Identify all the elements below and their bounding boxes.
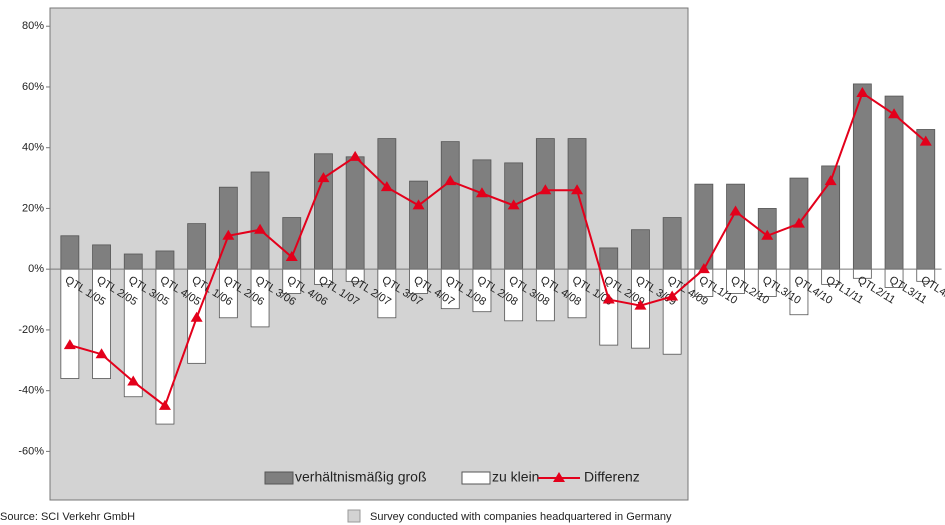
bar [345, 156, 365, 270]
marker [380, 181, 393, 192]
bar [535, 138, 555, 270]
y-tick-label: 60% [22, 81, 44, 93]
y-tick-label: 0% [28, 263, 44, 275]
line [69, 91, 927, 408]
legend-swatch [461, 471, 491, 485]
marker [444, 175, 457, 186]
shade-note: Survey conducted with companies headquar… [370, 511, 672, 523]
bar [123, 253, 143, 270]
bar [92, 244, 111, 270]
bar [218, 186, 238, 270]
marker [919, 135, 932, 146]
bar [314, 153, 333, 270]
marker [792, 217, 805, 228]
y-tick-label: 80% [22, 20, 44, 32]
marker [349, 150, 362, 161]
marker [697, 263, 710, 274]
marker [475, 187, 488, 198]
y-tick-label: 40% [22, 142, 44, 154]
bar [599, 247, 619, 270]
bar [472, 159, 492, 270]
marker [761, 229, 774, 240]
bar [662, 217, 682, 270]
marker [412, 199, 425, 210]
marker [317, 172, 330, 183]
marker [190, 311, 203, 322]
marker [127, 375, 140, 386]
marker [222, 229, 235, 240]
bar [916, 129, 936, 270]
marker [634, 299, 647, 310]
marker [571, 184, 584, 195]
marker [856, 87, 869, 98]
marker [888, 108, 901, 119]
bar [155, 250, 175, 270]
bar [567, 138, 587, 270]
marker [507, 199, 520, 210]
marker [285, 251, 298, 262]
bar [440, 141, 460, 270]
bar [409, 180, 428, 270]
bar [504, 162, 524, 270]
bar [377, 138, 397, 270]
y-tick-label: -60% [18, 445, 44, 457]
legend-label: verhältnismäßig groß [295, 469, 427, 485]
y-tick-label: -20% [18, 324, 44, 336]
bar [60, 235, 80, 270]
bar [726, 183, 745, 270]
legend-label: Differenz [584, 469, 640, 485]
marker [158, 399, 171, 410]
legend-label: zu klein [492, 469, 539, 485]
bar [187, 223, 207, 270]
source: Source: SCI Verkehr GmbH [0, 511, 135, 523]
marker [539, 184, 552, 195]
bar [250, 171, 270, 270]
marker [824, 175, 837, 186]
bar [884, 95, 904, 270]
legend-swatch [264, 471, 294, 485]
shaded-region [49, 7, 689, 501]
shade-swatch [347, 509, 361, 523]
marker [63, 339, 76, 350]
y-tick-label: 20% [22, 202, 44, 214]
bar [631, 229, 650, 270]
marker [254, 223, 267, 234]
legend-marker [553, 472, 565, 482]
marker [95, 348, 108, 359]
marker [666, 290, 679, 301]
marker [602, 293, 615, 304]
y-tick-label: -40% [18, 385, 44, 397]
marker [729, 205, 742, 216]
